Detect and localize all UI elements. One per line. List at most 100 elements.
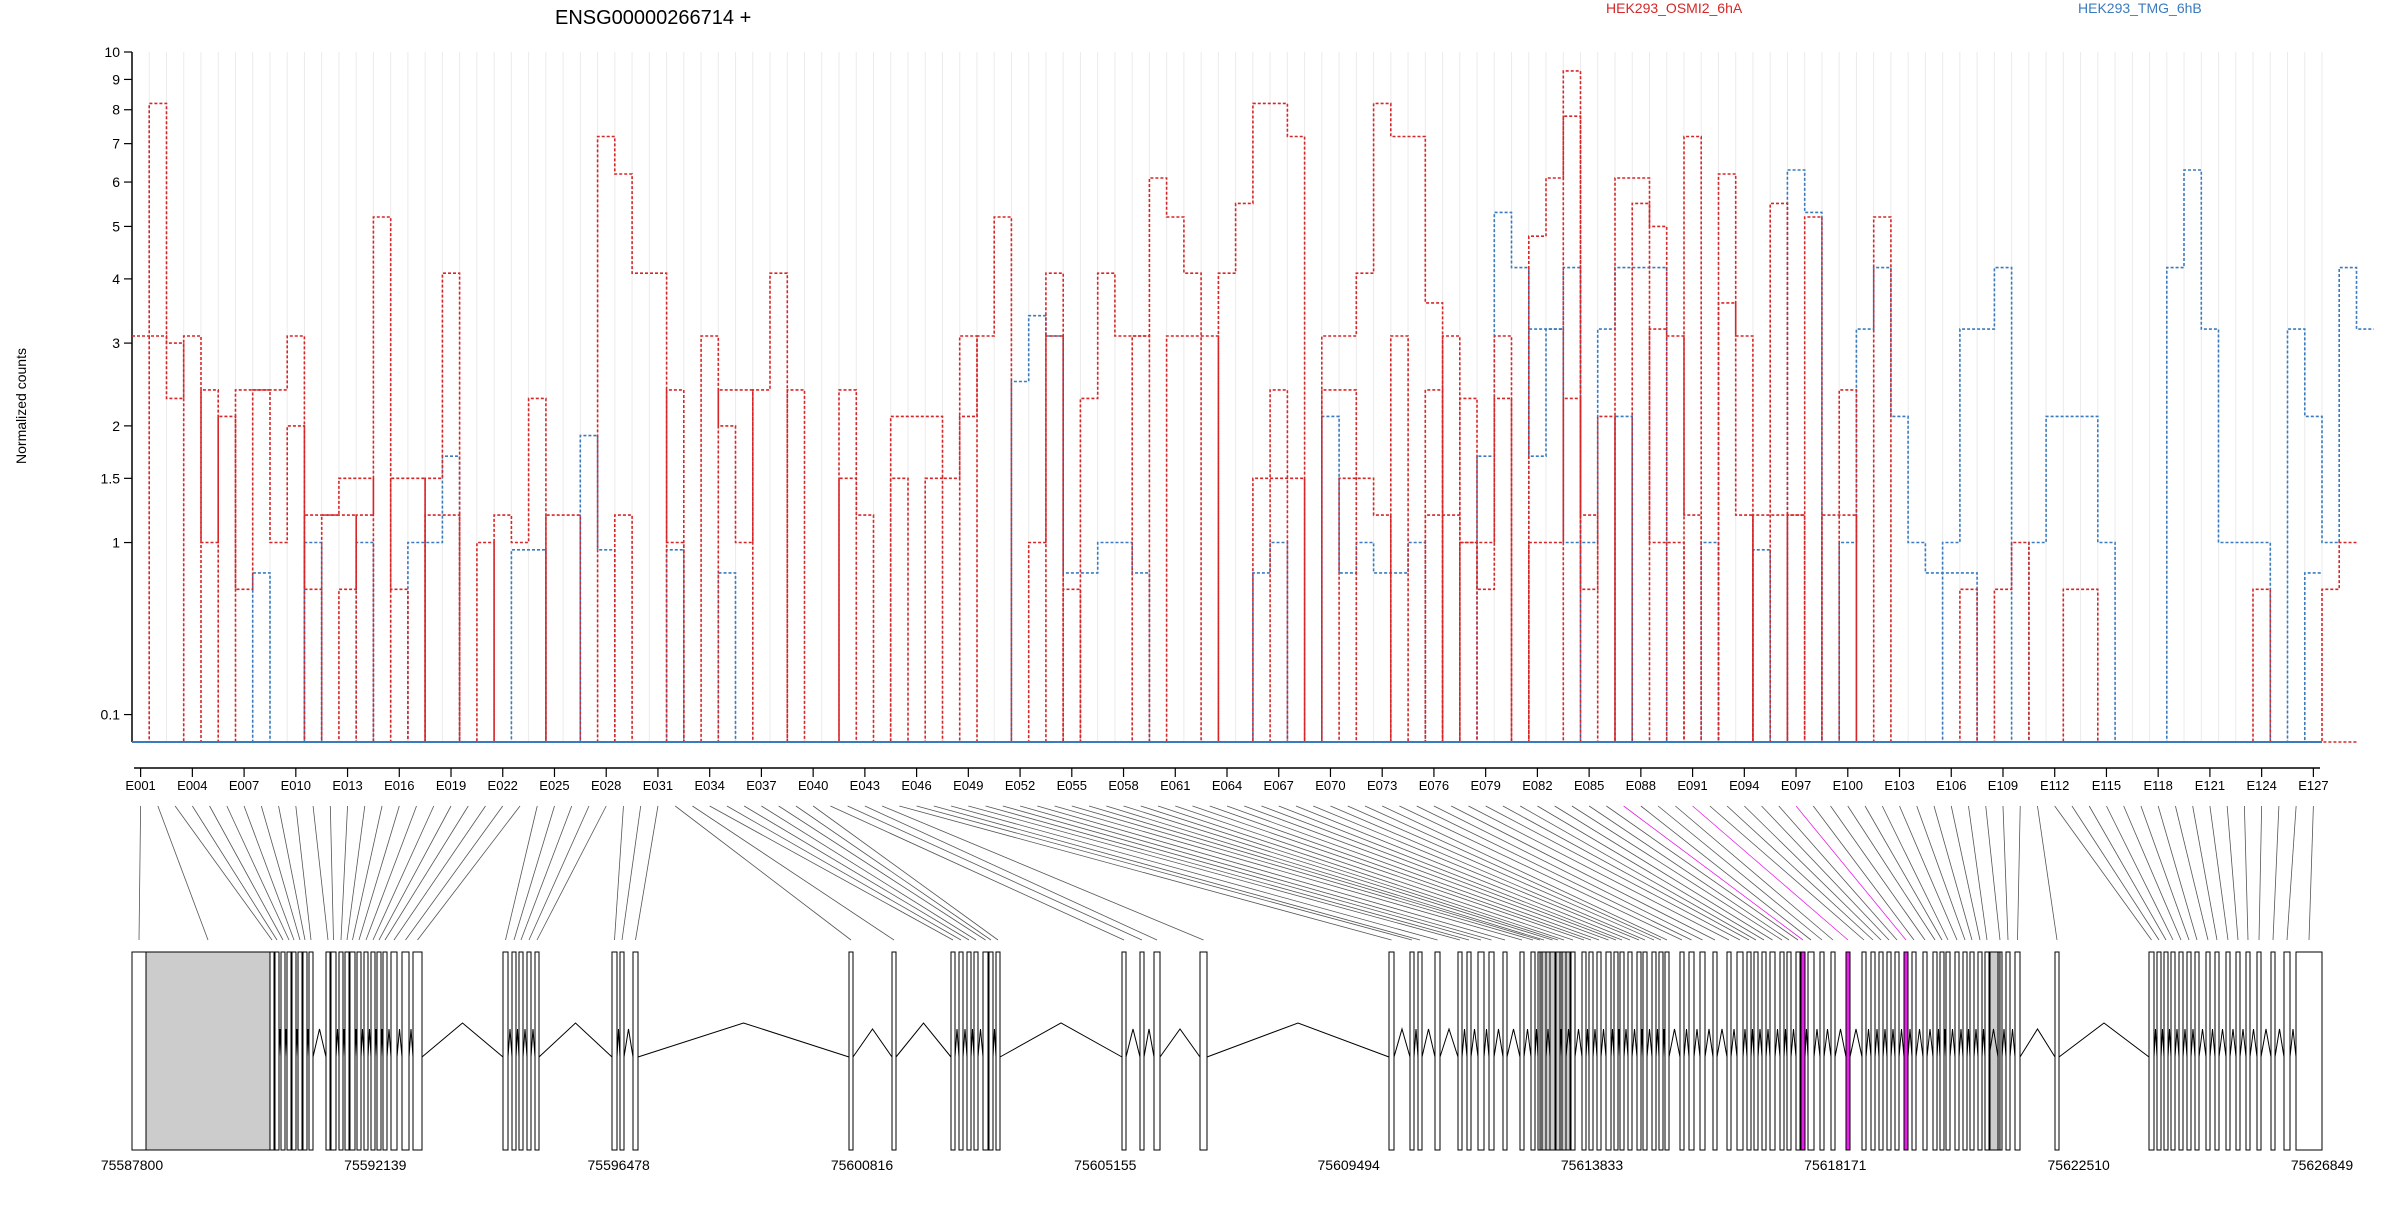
intron-line (2274, 1028, 2285, 1058)
exon-box (950, 951, 956, 1151)
exon-box (1651, 951, 1657, 1151)
intron-line (2239, 1028, 2247, 1058)
mapping-line (614, 805, 624, 941)
intron-line (1159, 1028, 1201, 1058)
exon-box (891, 951, 897, 1151)
intron-line (1483, 1028, 1490, 1058)
exon-tick-label: E052 (1005, 778, 1035, 793)
intron-line (1565, 1028, 1572, 1058)
y-tick-label: 6 (112, 174, 120, 190)
exon-tick-label: E004 (177, 778, 207, 793)
intron-line (1623, 1028, 1629, 1058)
y-tick-label: 10 (104, 44, 120, 60)
exon-tick-label: E112 (2040, 778, 2069, 793)
mapping-line (692, 805, 895, 941)
intron-line (1523, 1028, 1532, 1058)
intron-line (1683, 1028, 1690, 1058)
coordinate-label: 75609494 (1318, 1157, 1381, 1173)
exon-tick-label: E100 (1833, 778, 1863, 793)
intron-line (1958, 1028, 1964, 1058)
mapping-line (1209, 805, 1592, 941)
exon-tick-label: E115 (2092, 778, 2121, 793)
intron-line (1874, 1028, 1880, 1058)
exon-box (291, 951, 297, 1151)
intron-line (2174, 1028, 2180, 1058)
exon-box (1699, 951, 1706, 1151)
exon-tick-label: E058 (1108, 778, 1138, 793)
intron-line (1730, 1028, 1738, 1058)
grid-lines (131, 52, 2323, 742)
exon-box (1911, 951, 1917, 1151)
intron-line (1813, 1028, 1821, 1058)
mapping-line (864, 805, 1158, 941)
series-line (132, 115, 2322, 743)
intron-line (623, 1028, 634, 1058)
intron-line (1206, 1022, 1390, 1058)
mapping-line (1244, 805, 1609, 941)
exon-box (611, 951, 618, 1151)
mapping-line (1933, 805, 1973, 941)
intron-line (962, 1028, 968, 1058)
mapping-line (1106, 805, 1545, 941)
intron-line (2229, 1028, 2237, 1058)
mapping-line (1640, 805, 1812, 941)
mapping-line (417, 805, 521, 941)
exon-tick-label: E088 (1626, 778, 1656, 793)
mapping-line (674, 805, 852, 941)
mapping-line (174, 805, 273, 941)
exon-box (1466, 951, 1472, 1151)
exon-box (274, 951, 280, 1151)
exon-box (297, 951, 303, 1151)
exon-box (1619, 951, 1625, 1151)
intron-line (1592, 1028, 1598, 1058)
intron-line (1439, 1027, 1459, 1058)
exon-box (1581, 951, 1587, 1151)
mapping-line (1226, 805, 1600, 941)
exon-box (2283, 951, 2291, 1151)
exon-tick-label: E067 (1264, 778, 1294, 793)
mapping-line (812, 805, 999, 941)
exon-box (988, 951, 994, 1151)
gene-model (131, 951, 2323, 1151)
exon-box (1530, 951, 1536, 1151)
coordinate-label: 75587800 (101, 1157, 164, 1173)
mapping-line (505, 805, 538, 941)
exon-box (1870, 951, 1876, 1151)
mapping-line (352, 805, 383, 941)
mapping-line (950, 805, 1438, 941)
exon-box (325, 951, 331, 1151)
series-line (132, 302, 2357, 743)
exon-box (995, 951, 1001, 1151)
exon-box (1779, 951, 1785, 1151)
intron-line (1693, 1028, 1701, 1058)
exon-box (2178, 951, 2184, 1151)
mapping-line (1450, 805, 1716, 941)
exon-box (1984, 951, 1990, 1151)
intron-line (1143, 1028, 1155, 1058)
exon-tick-label: E121 (2195, 778, 2225, 793)
intron-line (522, 1028, 528, 1058)
exon-box (412, 951, 423, 1151)
intron-line (1631, 1028, 1638, 1058)
intron-line (2289, 1028, 2297, 1058)
exon-box (1795, 951, 1801, 1151)
exon-box (518, 951, 524, 1151)
mapping-line (1657, 805, 1823, 941)
intron-line (1890, 1028, 1896, 1058)
exon-axis: E001 E004 E007 E010 E013 E016 E019 E022 E025 E028… (125, 767, 2329, 793)
intron-line (1898, 1028, 1905, 1058)
exon-box (526, 951, 532, 1151)
exon-box (338, 951, 344, 1151)
exon-box (1726, 951, 1732, 1151)
exon-mapping-lines (138, 805, 2314, 941)
exon-box (1688, 951, 1695, 1151)
exon-tick-label: E085 (1574, 778, 1604, 793)
exon-box (1388, 951, 1395, 1151)
mapping-line (847, 805, 1143, 941)
exon-box (1153, 951, 1161, 1151)
mapping-line (1054, 805, 1523, 941)
mapping-line (1554, 805, 1773, 941)
exon-tick-label: E034 (694, 778, 724, 793)
intron-line (852, 1028, 893, 1058)
